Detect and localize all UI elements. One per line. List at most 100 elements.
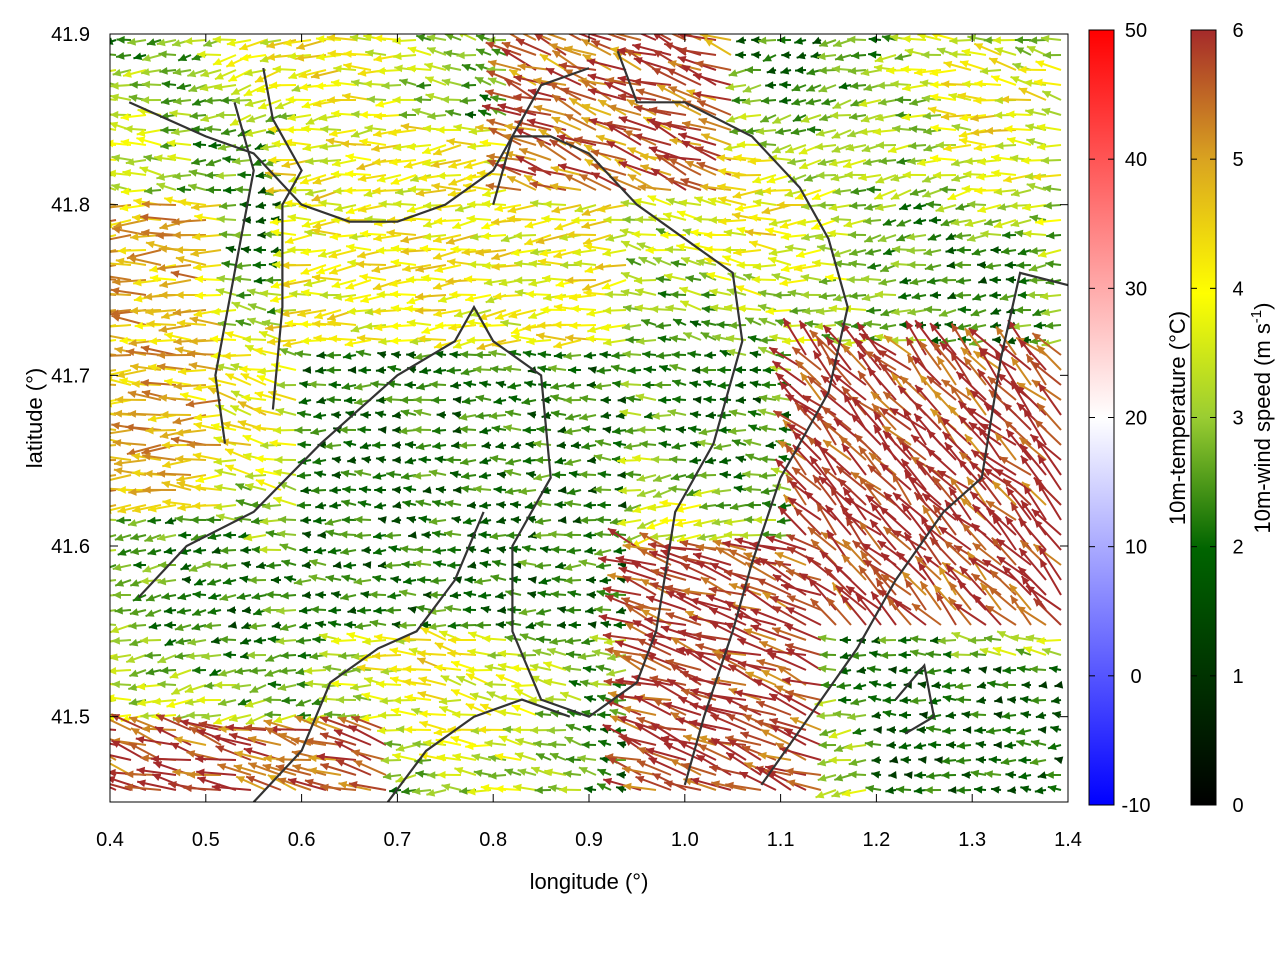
wind-vector-head [485,89,495,97]
wind-vector-head [658,396,667,404]
wind-vector-head [1006,136,1016,145]
wind-vector-head [663,273,673,281]
wind-vector-head [843,487,852,497]
wind-vector-head [486,70,496,78]
wind-vector-head [811,539,820,549]
wind-vector-head [949,50,958,59]
wind-vector-head [384,531,393,540]
wind-vector-head [892,530,902,538]
wind-vector [110,339,117,342]
wind-vector-head [915,385,924,394]
wind-vector-head [316,396,326,405]
wind-vector-head [1020,455,1029,465]
wind-vector-head [959,60,969,68]
wind-vector [110,264,117,268]
wind-vector-head [760,487,770,496]
wind-vector-head [582,54,592,62]
wind-vector-head [617,47,626,55]
wind-vector-head [214,83,223,91]
wind-vector-head [194,291,204,300]
wind-vector-head [537,590,547,598]
wind-vector-head [712,333,722,342]
wind-vector-head [447,561,456,570]
wind-vector-head [347,307,356,316]
wind-vector-head [219,593,229,602]
wind-vector-head [557,605,566,614]
wind-vector-head [470,232,479,241]
wind-vector-head [749,350,759,359]
wind-vector-head [1023,408,1032,418]
wind-vector-head [921,515,929,525]
wind-vector-head [252,424,262,432]
wind-vector-head [868,50,877,59]
wind-vector-head [291,84,301,93]
wind-vector-head [579,174,589,182]
wind-vector-head [777,36,786,44]
wind-vector-head [638,256,648,265]
wind-vector-head [259,330,268,339]
wind-vector-head [796,250,805,259]
wind-vector-head [636,337,645,345]
wind-vector-head [551,116,561,125]
wind-vector-head [141,200,150,209]
wind-vector-head [743,515,753,524]
wind-vector-head [225,245,235,254]
wind-vector-head [787,497,797,506]
wind-vector-head [281,160,291,169]
wind-vector-head [270,281,280,289]
wind-vector-head [158,394,168,402]
wind-vector-head [864,235,874,243]
wind-vector-head [930,124,939,133]
wind-vector-head [466,336,475,345]
wind-vector-head [717,183,726,191]
wind-vector-head [869,452,878,461]
wind-vector-head [883,526,893,536]
wind-vector-head [631,561,641,570]
wind-vector-head [766,176,776,184]
wind-vector-head [1034,78,1043,87]
wind-vector-head [862,543,871,552]
wind-vector-head [724,304,733,312]
wind-vector-head [766,66,776,75]
wind-vector-head [850,187,860,196]
wind-vector-head [632,454,641,463]
wind-vector-head [908,125,918,134]
wind-vector-head [758,140,767,149]
wind-vector-head [147,547,157,556]
wind-vector-head [522,544,531,553]
wind-vector-head [326,395,335,404]
wind-vector-head [789,306,799,315]
wind-vector-head [299,320,309,329]
wind-vector-head [665,591,675,599]
wind-vector-head [303,279,313,288]
wind-vector-head [270,576,280,584]
wind-vector-head [313,411,323,420]
wind-vector-head [341,574,351,583]
wind-vector-head [862,217,872,225]
wind-vector-head [258,186,268,194]
wind-vector [110,504,117,508]
wind-vector-head [193,421,203,430]
wind-vector-head [1011,189,1020,197]
wind-vector-head [954,232,963,240]
wind-vector-head [948,92,958,101]
wind-vector-head [627,366,636,375]
wind-vector-head [271,140,281,148]
wind-vector-head [205,186,215,194]
wind-vector-head [845,143,855,152]
wind-vector-head [617,75,627,84]
wind-vector-head [739,531,749,540]
wind-vector-head [275,407,285,416]
wind-vector-head [596,589,606,598]
wind-vector-head [995,432,1004,442]
wind-vector-head [230,118,240,126]
wind-vector-head [527,88,537,96]
wind-vector-head [325,574,335,583]
wind-vector-head [602,426,612,434]
wind-vector-head [176,607,186,615]
wind-vector-head [541,214,550,223]
wind-vector-head [529,180,539,189]
wind-vector-head [252,261,261,269]
wind-vector-head [951,159,960,167]
wind-vector-head [301,561,311,569]
